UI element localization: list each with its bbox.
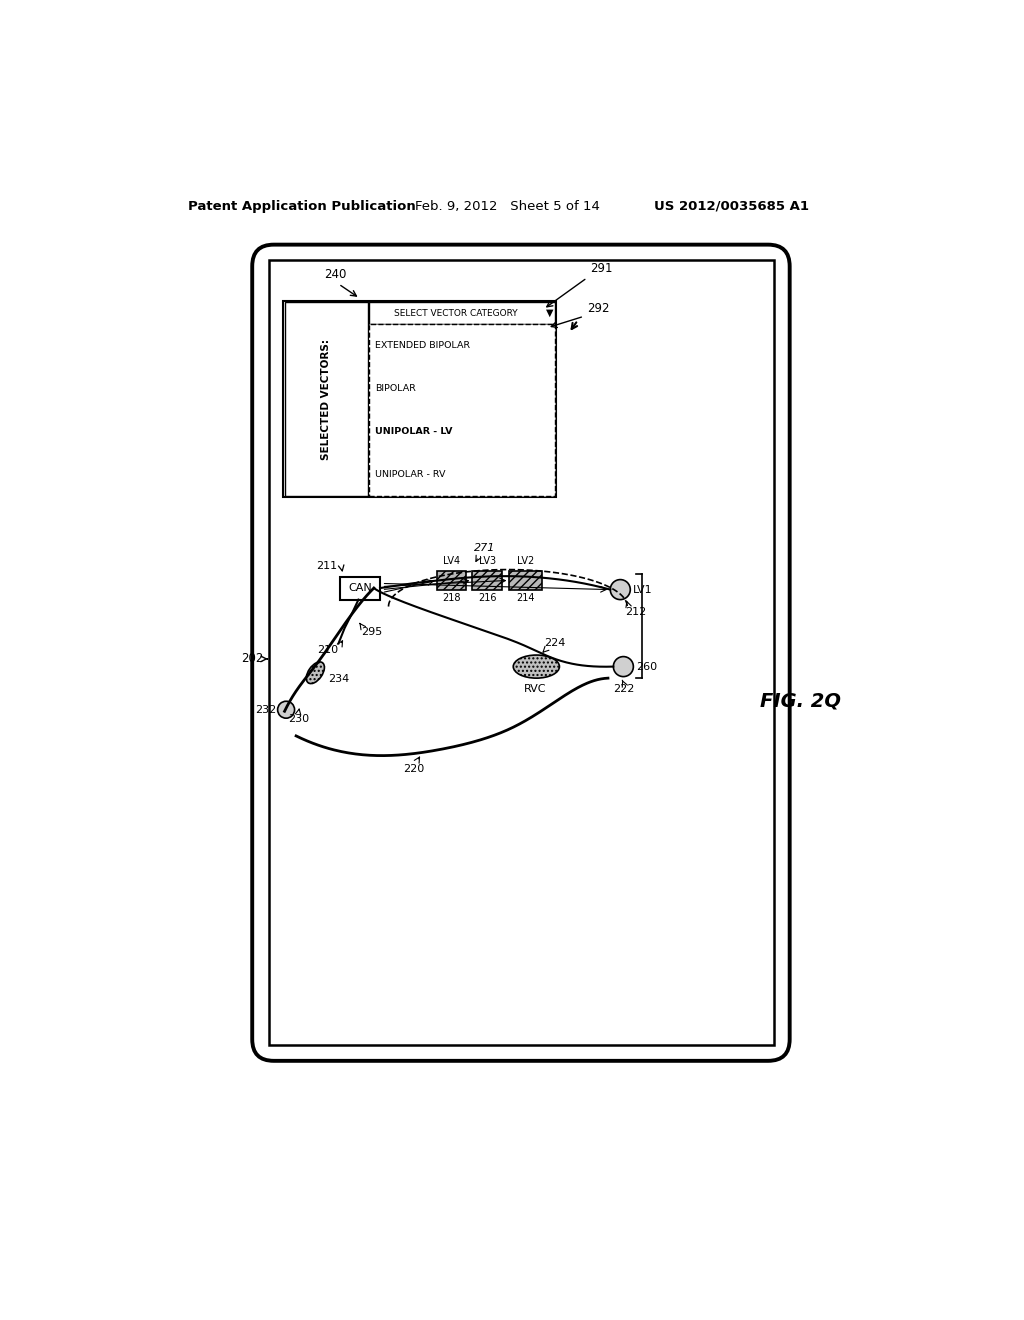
Text: 214: 214 (516, 593, 535, 603)
Text: FIG. 2Q: FIG. 2Q (760, 692, 841, 710)
Text: 292: 292 (587, 302, 609, 314)
Text: 218: 218 (442, 593, 461, 603)
Text: 212: 212 (625, 607, 646, 616)
Text: ▼: ▼ (546, 308, 553, 318)
Text: LV3: LV3 (478, 556, 496, 566)
Circle shape (613, 656, 634, 677)
Text: 211: 211 (316, 561, 338, 570)
Text: 291: 291 (590, 261, 612, 275)
Text: 260: 260 (637, 661, 657, 672)
Text: UNIPOLAR - RV: UNIPOLAR - RV (375, 470, 445, 479)
Bar (285, 302, 368, 496)
Bar (370, 323, 555, 496)
Bar (283, 301, 556, 498)
Text: 295: 295 (361, 627, 383, 636)
Ellipse shape (513, 655, 559, 678)
Bar (509, 572, 542, 590)
Bar (437, 572, 466, 590)
Text: 216: 216 (478, 593, 497, 603)
Text: CAN: CAN (348, 583, 372, 593)
Ellipse shape (306, 661, 325, 684)
Circle shape (610, 579, 631, 599)
Text: 222: 222 (612, 684, 634, 693)
Text: SELECTED VECTORS:: SELECTED VECTORS: (322, 338, 331, 459)
Text: 224: 224 (544, 638, 565, 648)
Bar (269, 260, 773, 1045)
Text: 210: 210 (317, 645, 339, 655)
Bar (472, 572, 502, 590)
Text: BIPOLAR: BIPOLAR (375, 384, 416, 393)
Text: UNIPOLAR - LV: UNIPOLAR - LV (375, 426, 453, 436)
Text: 271: 271 (474, 543, 496, 553)
Circle shape (278, 701, 295, 718)
Bar (340, 577, 380, 599)
Text: 234: 234 (328, 675, 349, 684)
Text: Feb. 9, 2012   Sheet 5 of 14: Feb. 9, 2012 Sheet 5 of 14 (416, 199, 600, 213)
Text: LV2: LV2 (517, 556, 535, 566)
Bar (370, 302, 555, 323)
Text: RVC: RVC (523, 684, 546, 693)
Text: 240: 240 (325, 268, 346, 281)
Text: LV4: LV4 (443, 556, 460, 566)
Text: 202: 202 (241, 652, 263, 665)
Text: 230: 230 (288, 714, 309, 725)
Text: 232: 232 (256, 705, 276, 714)
Text: US 2012/0035685 A1: US 2012/0035685 A1 (654, 199, 809, 213)
FancyBboxPatch shape (252, 244, 790, 1061)
Text: LV1: LV1 (634, 585, 653, 594)
Text: Patent Application Publication: Patent Application Publication (188, 199, 416, 213)
Text: SELECT VECTOR CATEGORY: SELECT VECTOR CATEGORY (394, 309, 518, 318)
Text: 220: 220 (403, 763, 425, 774)
Text: EXTENDED BIPOLAR: EXTENDED BIPOLAR (375, 341, 470, 350)
